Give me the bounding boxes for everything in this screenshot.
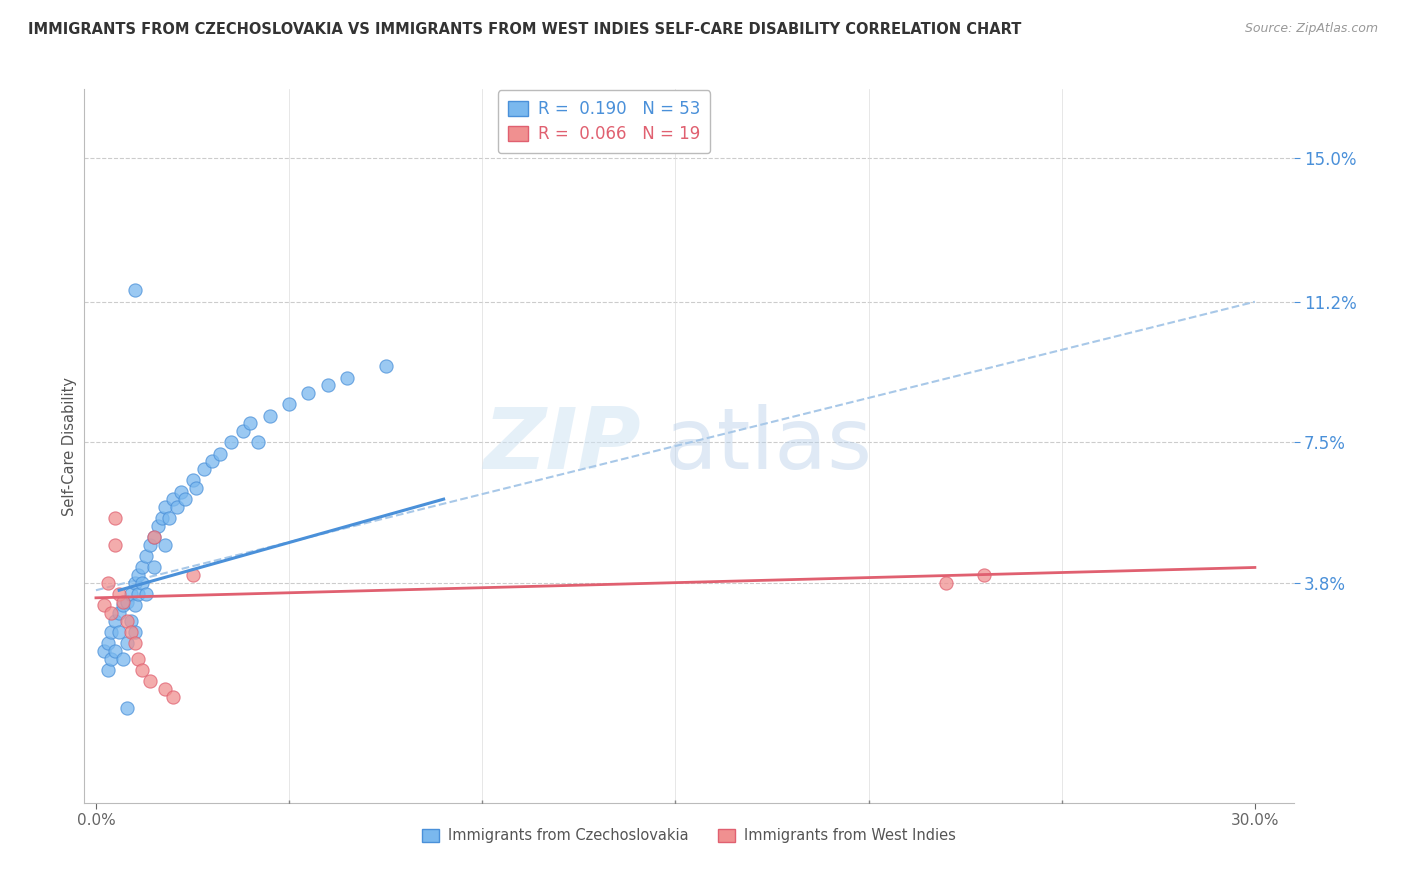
Point [142,530,165,544]
Point [108,625,131,640]
Point [124,599,146,613]
Point [278,397,301,411]
Point [111,599,134,613]
Point [93,644,115,658]
Point [100,606,122,620]
Point [115,636,138,650]
Point [259,409,281,423]
Text: IMMIGRANTS FROM CZECHOSLOVAKIA VS IMMIGRANTS FROM WEST INDIES SELF-CARE DISABILI: IMMIGRANTS FROM CZECHOSLOVAKIA VS IMMIGR… [28,22,1022,37]
Point [142,560,165,574]
Legend: Immigrants from Czechoslovakia, Immigrants from West Indies: Immigrants from Czechoslovakia, Immigran… [416,822,962,849]
Point [935,575,957,590]
Point [155,538,177,552]
Y-axis label: Self-Care Disability: Self-Care Disability [62,376,77,516]
Point [135,587,157,601]
Point [100,651,122,665]
Point [336,370,359,384]
Text: Source: ZipAtlas.com: Source: ZipAtlas.com [1244,22,1378,36]
Point [155,500,177,514]
Point [170,484,193,499]
Point [166,500,188,514]
Point [157,511,180,525]
Point [139,674,162,689]
Point [208,447,231,461]
Point [124,284,146,298]
Point [232,424,254,438]
Point [127,568,149,582]
Point [127,651,149,665]
Point [173,492,195,507]
Text: atlas: atlas [665,404,873,488]
Point [162,690,184,704]
Point [115,614,138,628]
Point [120,587,142,601]
Point [111,594,134,608]
Point [131,575,153,590]
Point [181,473,204,487]
Point [142,530,165,544]
Point [139,538,162,552]
Point [96,636,118,650]
Point [297,385,319,400]
Point [100,625,122,640]
Point [115,594,138,608]
Point [131,663,153,677]
Point [111,651,134,665]
Text: ZIP: ZIP [482,404,641,488]
Point [201,454,224,468]
Point [104,644,127,658]
Point [219,435,242,450]
Point [120,614,142,628]
Point [115,701,138,715]
Point [150,511,173,525]
Point [973,568,995,582]
Point [124,625,146,640]
Point [239,416,262,430]
Point [374,359,396,374]
Point [135,549,157,563]
Point [146,518,169,533]
Point [247,435,270,450]
Point [155,681,177,696]
Point [108,606,131,620]
Point [104,538,127,552]
Point [186,481,208,495]
Point [120,625,142,640]
Point [104,511,127,525]
Point [124,636,146,650]
Point [124,575,146,590]
Point [104,614,127,628]
Point [93,599,115,613]
Point [162,492,184,507]
Point [316,378,339,392]
Point [181,568,204,582]
Point [96,575,118,590]
Point [108,587,131,601]
Point [131,560,153,574]
Point [193,462,215,476]
Point [127,587,149,601]
Point [96,663,118,677]
